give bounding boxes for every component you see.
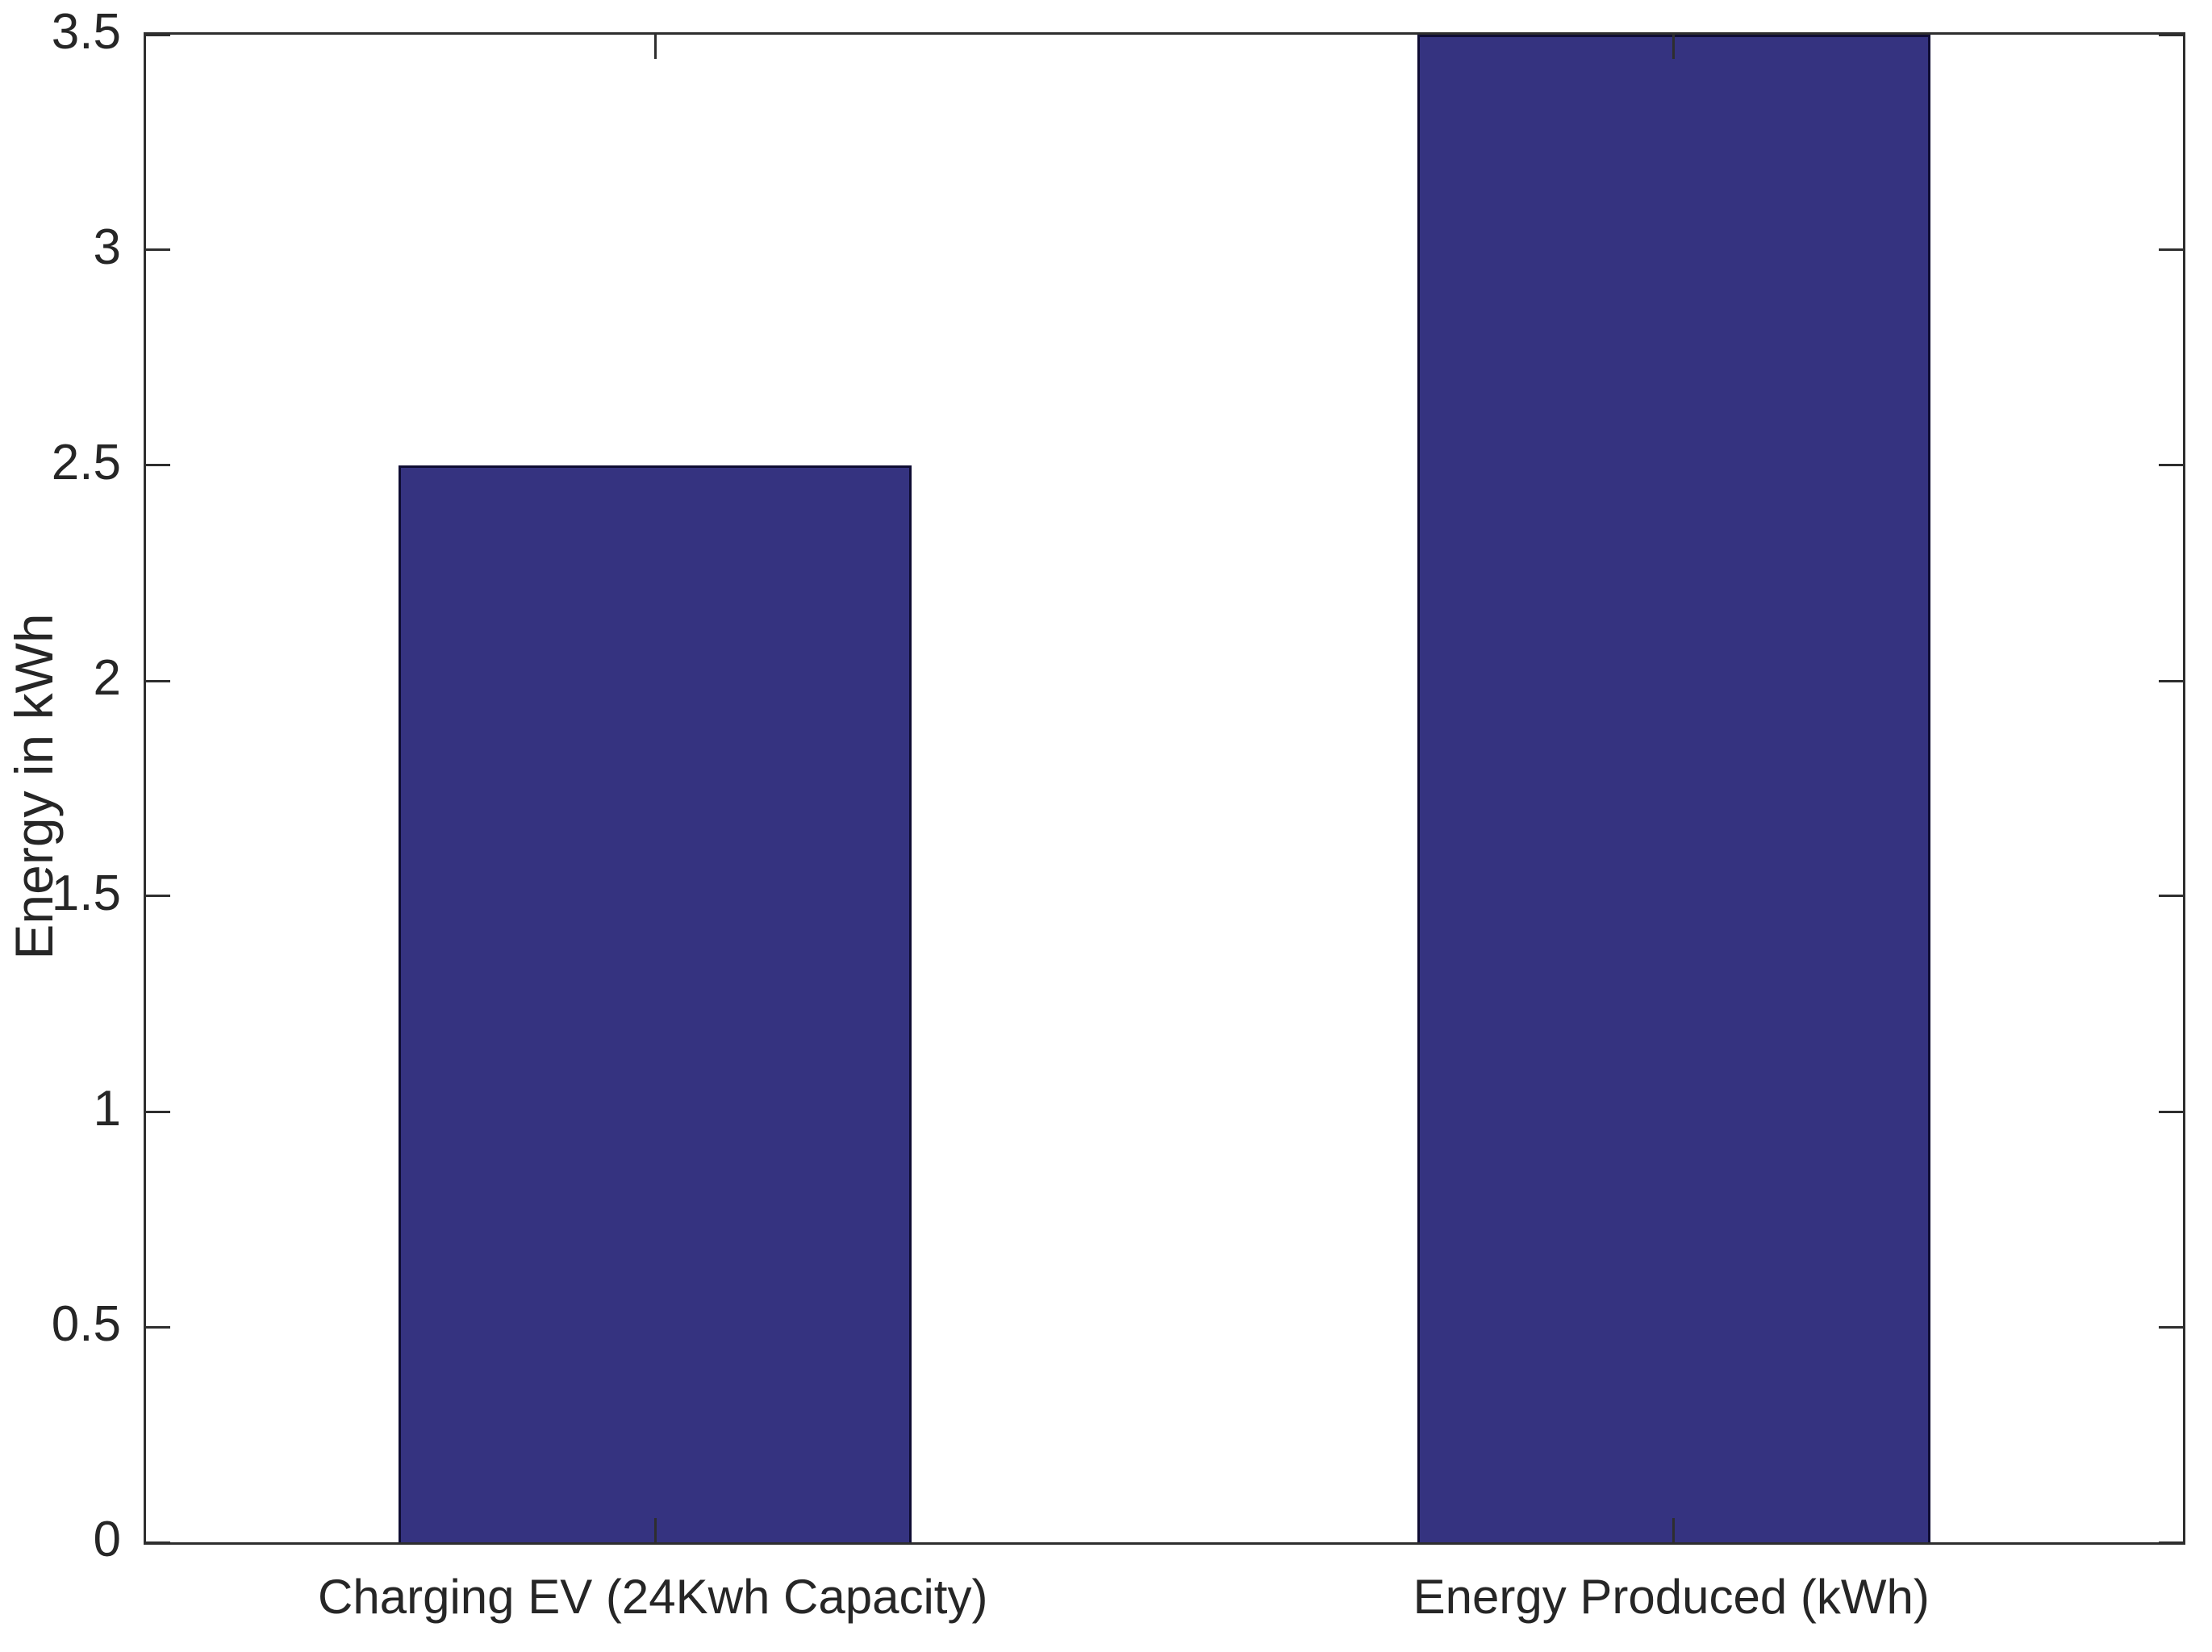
plot-area — [144, 32, 2185, 1545]
y-tick-label: 3.5 — [51, 4, 121, 60]
x-tick-label: Energy Produced (kWh) — [1413, 1570, 1930, 1624]
bar-2 — [1417, 35, 1930, 1542]
y-tick-mark — [146, 1110, 170, 1113]
x-tick-label: Charging EV (24Kwh Capacity) — [318, 1570, 988, 1624]
y-tick-mark — [2159, 1110, 2183, 1113]
y-tick-label: 1 — [93, 1081, 121, 1137]
x-tick-mark — [1672, 1518, 1676, 1542]
y-tick-mark — [2159, 1541, 2183, 1544]
y-tick-mark — [146, 1541, 170, 1544]
y-tick-mark — [146, 1325, 170, 1329]
y-tick-mark — [146, 33, 170, 36]
y-tick-mark — [2159, 33, 2183, 36]
y-tick-label: 0 — [93, 1512, 121, 1567]
y-tick-mark — [146, 464, 170, 467]
y-tick-mark — [146, 248, 170, 252]
y-tick-label: 2.5 — [51, 435, 121, 490]
y-tick-mark — [2159, 895, 2183, 898]
y-tick-mark — [2159, 1325, 2183, 1329]
y-tick-mark — [146, 679, 170, 682]
y-tick-label: 2 — [93, 650, 121, 706]
y-tick-mark — [2159, 679, 2183, 682]
y-tick-label: 3 — [93, 219, 121, 275]
bar-1 — [399, 465, 912, 1542]
x-tick-mark — [653, 35, 657, 59]
x-tick-mark — [1672, 35, 1676, 59]
x-tick-mark — [653, 1518, 657, 1542]
y-tick-label: 0.5 — [51, 1296, 121, 1352]
y-tick-label: 1.5 — [51, 866, 121, 921]
y-tick-mark — [2159, 464, 2183, 467]
y-tick-mark — [2159, 248, 2183, 252]
y-tick-mark — [146, 895, 170, 898]
